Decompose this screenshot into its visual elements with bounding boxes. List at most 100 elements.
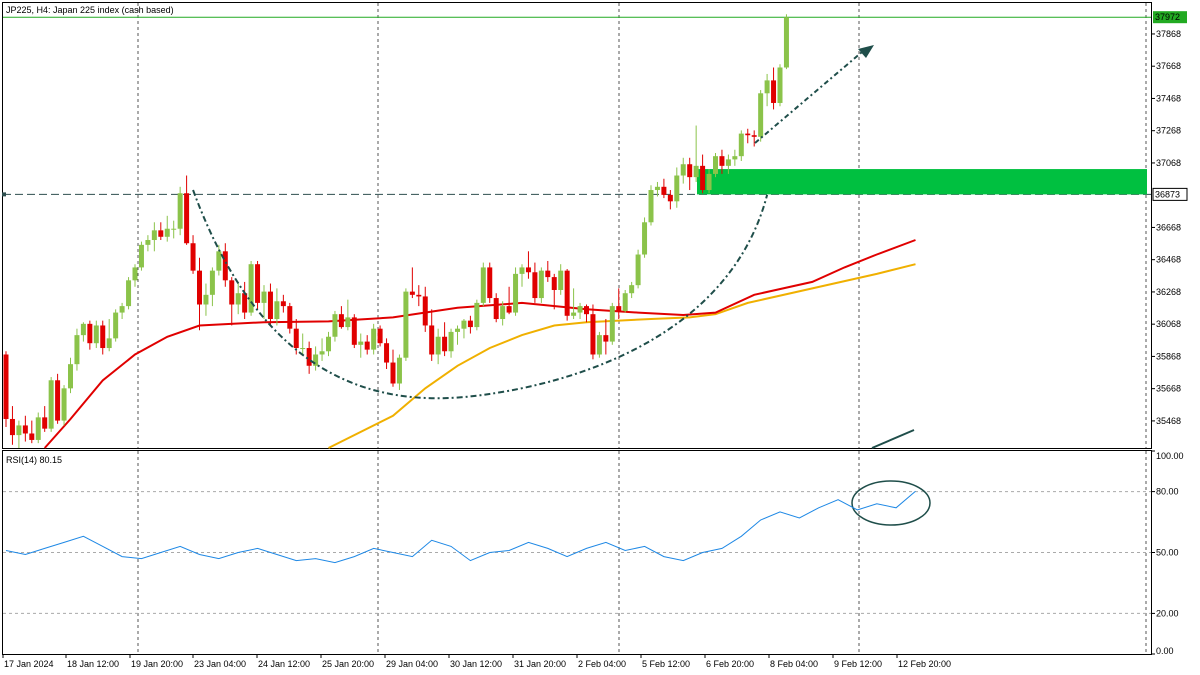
time-tick-label: 31 Jan 20:00 bbox=[514, 659, 566, 669]
rsi-tick-label: 100.00 bbox=[1156, 451, 1184, 461]
current-price-tag bbox=[1153, 11, 1187, 24]
bear-candle bbox=[745, 133, 751, 136]
bear-candle bbox=[667, 194, 673, 202]
bull-candle bbox=[68, 364, 73, 389]
time-tick-label: 23 Jan 04:00 bbox=[194, 659, 246, 669]
bear-candle bbox=[506, 306, 512, 313]
bear-candle bbox=[190, 243, 196, 271]
rsi-tick-label: 80.00 bbox=[1156, 487, 1179, 497]
bull-candle bbox=[461, 320, 467, 329]
time-tick-label: 25 Jan 20:00 bbox=[322, 659, 374, 669]
bear-candle bbox=[442, 336, 448, 352]
chart-title: JP225, H4: Japan 225 index (cash based) bbox=[6, 5, 174, 15]
bear-candle bbox=[42, 417, 48, 429]
bull-candle bbox=[177, 193, 183, 229]
bull-candle bbox=[777, 67, 783, 103]
price-tick-label: 37668 bbox=[1156, 61, 1181, 71]
bull-candle bbox=[313, 354, 319, 366]
level-anchor bbox=[2, 192, 6, 197]
bull-candle bbox=[80, 323, 86, 336]
resistance-zone-rect bbox=[697, 169, 1147, 195]
bull-candle bbox=[738, 133, 744, 157]
rsi-tick-label: 0.00 bbox=[1156, 646, 1174, 656]
bull-candle bbox=[725, 159, 731, 166]
time-tick-label: 17 Jan 2024 bbox=[4, 659, 54, 669]
bull-candle bbox=[403, 291, 409, 358]
rsi-tick-label: 20.00 bbox=[1156, 608, 1179, 618]
bear-candle bbox=[242, 293, 248, 313]
price-tick-label: 36268 bbox=[1156, 287, 1181, 297]
bear-candle bbox=[87, 323, 93, 344]
bear-candle bbox=[3, 354, 9, 419]
bear-candle bbox=[158, 230, 164, 237]
bear-candle bbox=[532, 272, 538, 299]
bull-candle bbox=[629, 285, 635, 294]
bull-candle bbox=[151, 230, 157, 241]
time-tick-label: 12 Feb 20:00 bbox=[898, 659, 951, 669]
bull-candle bbox=[106, 338, 112, 349]
bull-candle bbox=[326, 336, 331, 352]
bull-candle bbox=[519, 267, 525, 274]
bear-candle bbox=[751, 135, 757, 137]
bear-candle bbox=[351, 317, 357, 345]
bear-candle bbox=[616, 306, 622, 311]
bull-candle bbox=[609, 306, 615, 342]
bear-candle bbox=[255, 264, 261, 303]
bull-candle bbox=[61, 388, 67, 421]
bull-candle bbox=[274, 301, 280, 320]
price-tick-label: 37468 bbox=[1156, 93, 1181, 103]
level-tag bbox=[1152, 187, 1188, 201]
bull-candle bbox=[732, 156, 738, 160]
time-tick-label: 18 Jan 12:00 bbox=[67, 659, 119, 669]
bull-candle bbox=[783, 17, 789, 68]
bull-candle bbox=[119, 306, 125, 313]
bear-candle bbox=[293, 328, 299, 349]
bear-candle bbox=[493, 298, 499, 320]
bear-candle bbox=[364, 341, 370, 350]
bull-candle bbox=[74, 335, 80, 365]
bull-candle bbox=[126, 280, 132, 307]
bull-candle bbox=[674, 175, 680, 202]
bear-candle bbox=[525, 267, 531, 273]
level-label: 36873 bbox=[1155, 189, 1180, 199]
arrow-head-icon bbox=[858, 45, 874, 58]
bull-candle bbox=[358, 341, 364, 345]
bull-candle bbox=[474, 302, 480, 328]
bull-candle bbox=[145, 240, 151, 245]
bear-candle bbox=[771, 80, 777, 103]
time-tick-label: 2 Feb 04:00 bbox=[578, 659, 626, 669]
bear-candle bbox=[390, 362, 396, 384]
current-price-label: 37972 bbox=[1155, 12, 1180, 22]
bear-candle bbox=[487, 267, 493, 299]
time-tick-label: 30 Jan 12:00 bbox=[450, 659, 502, 669]
price-tick-label: 35668 bbox=[1156, 384, 1181, 394]
breakout-arrow-line bbox=[754, 51, 863, 144]
bull-candle bbox=[713, 156, 718, 174]
fast-moving-average-line bbox=[43, 239, 916, 449]
time-tick-label: 5 Feb 12:00 bbox=[642, 659, 690, 669]
bull-candle bbox=[642, 222, 648, 255]
rsi-overbought-circle bbox=[851, 480, 931, 526]
axes: 37868 37668 37468 37268 37068 36668 36468 36268… bbox=[2, 11, 1188, 669]
bear-candle bbox=[467, 320, 473, 328]
bull-candle bbox=[500, 306, 506, 320]
bear-candle bbox=[700, 165, 706, 191]
rsi-title: RSI(14) 80.15 bbox=[6, 455, 62, 465]
time-tick-label: 29 Jan 04:00 bbox=[386, 659, 438, 669]
bear-candle bbox=[222, 251, 228, 281]
bull-candle bbox=[448, 331, 454, 352]
bear-candle bbox=[22, 425, 28, 434]
bear-candle bbox=[184, 193, 190, 244]
bear-candle bbox=[100, 325, 106, 349]
bear-candle bbox=[545, 270, 551, 278]
bull-candle bbox=[164, 228, 170, 237]
bear-candle bbox=[197, 270, 202, 305]
bear-candle bbox=[287, 306, 293, 329]
bull-candle bbox=[577, 306, 583, 313]
bull-candle bbox=[48, 380, 54, 429]
rsi-line bbox=[5, 490, 916, 564]
bear-candle bbox=[551, 277, 557, 290]
bear-candle bbox=[280, 301, 286, 307]
bull-candle bbox=[35, 417, 41, 440]
